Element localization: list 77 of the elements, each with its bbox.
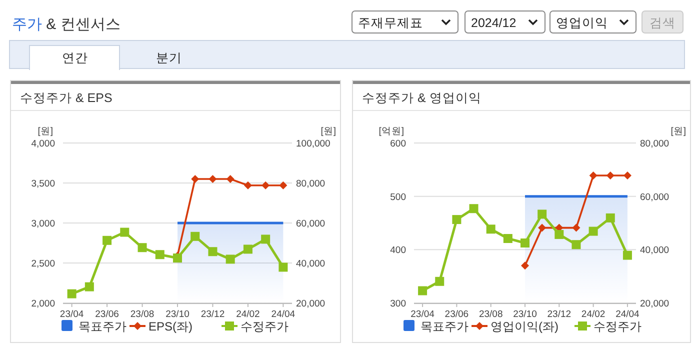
x-tick-label: 23/12 xyxy=(200,309,225,320)
point xyxy=(520,238,530,248)
text: 주가 & 컨센서스 xyxy=(12,16,120,33)
y2-tick-label: 40,000 xyxy=(296,258,326,270)
legend-label: 목표주가 xyxy=(420,320,468,334)
point xyxy=(435,276,444,286)
x-tick-label: 24/02 xyxy=(581,309,606,320)
x-tick-label: 23/06 xyxy=(444,309,469,320)
y2-axis-title: [원] xyxy=(670,126,686,137)
point xyxy=(486,224,496,234)
point xyxy=(120,228,130,237)
y-tick-label: 3,500 xyxy=(31,178,55,190)
x-tick-label: 23/04 xyxy=(410,309,434,320)
y-axis-title: [억원] xyxy=(378,126,404,137)
legend-label: 수정주가 xyxy=(594,320,642,334)
y2-tick-label: 20,000 xyxy=(296,298,326,310)
y-tick-label: 3,000 xyxy=(31,218,55,230)
text: 2024/12 xyxy=(471,16,516,30)
point xyxy=(452,215,462,224)
point xyxy=(606,172,614,180)
legend-label: EPS(좌) xyxy=(148,320,193,334)
point xyxy=(469,204,478,214)
chart-title: 수정주가 & 영업이익 xyxy=(362,91,482,105)
point xyxy=(538,224,546,232)
point xyxy=(622,250,632,260)
point xyxy=(138,243,147,252)
y-tick-label: 2,000 xyxy=(31,298,55,310)
y2-tick-label: 80,000 xyxy=(640,138,670,150)
point xyxy=(538,210,547,219)
y-tick-label: 300 xyxy=(390,298,406,310)
x-tick-label: 24/04 xyxy=(271,309,296,320)
x-tick-label: 23/10 xyxy=(166,309,190,320)
y2-tick-label: 40,000 xyxy=(640,245,670,256)
legend-label: 목표주가 xyxy=(78,320,126,334)
text: 영업이익 xyxy=(556,16,608,30)
x-tick-label: 24/04 xyxy=(616,309,640,320)
y-axis-title: [원] xyxy=(38,126,53,137)
y-tick-label: 400 xyxy=(390,245,406,256)
legend-label: 수정주가 xyxy=(240,320,288,334)
point xyxy=(67,289,76,298)
point xyxy=(503,234,512,243)
y2-tick-label: 100,000 xyxy=(296,138,330,150)
y2-tick-label: 60,000 xyxy=(640,192,670,203)
y-tick-label: 2,500 xyxy=(31,258,55,270)
y2-tick-label: 20,000 xyxy=(640,298,670,310)
text: 검색 xyxy=(650,16,676,30)
x-tick-label: 23/10 xyxy=(513,309,537,320)
point xyxy=(554,230,564,239)
x-tick-label: 23/08 xyxy=(130,309,154,320)
point xyxy=(589,172,598,180)
point xyxy=(588,226,598,236)
text: 연간 xyxy=(62,51,88,65)
chart-title: 수정주가 & EPS xyxy=(20,91,112,105)
point xyxy=(623,172,632,180)
y-tick-label: 500 xyxy=(390,192,406,203)
x-tick-label: 23/04 xyxy=(60,309,84,320)
point xyxy=(572,224,580,232)
point xyxy=(278,262,288,272)
point xyxy=(606,213,615,222)
x-tick-label: 24/02 xyxy=(236,309,260,320)
x-tick-label: 23/12 xyxy=(547,309,572,320)
point xyxy=(418,286,428,296)
y-tick-label: 600 xyxy=(390,138,406,150)
y2-axis-title: [원] xyxy=(320,126,336,137)
y2-tick-label: 60,000 xyxy=(296,218,326,230)
point xyxy=(572,240,581,250)
text: 분기 xyxy=(156,51,182,65)
point xyxy=(102,236,112,245)
point xyxy=(84,282,94,292)
x-tick-label: 23/08 xyxy=(478,309,503,320)
point xyxy=(155,250,164,260)
text: 주재무제표 xyxy=(358,16,423,30)
legend-label: 영업이익(좌) xyxy=(490,320,558,334)
y-tick-label: 4,000 xyxy=(31,138,55,150)
y2-tick-label: 80,000 xyxy=(296,178,326,190)
point xyxy=(521,262,529,270)
x-tick-label: 23/06 xyxy=(95,309,119,320)
